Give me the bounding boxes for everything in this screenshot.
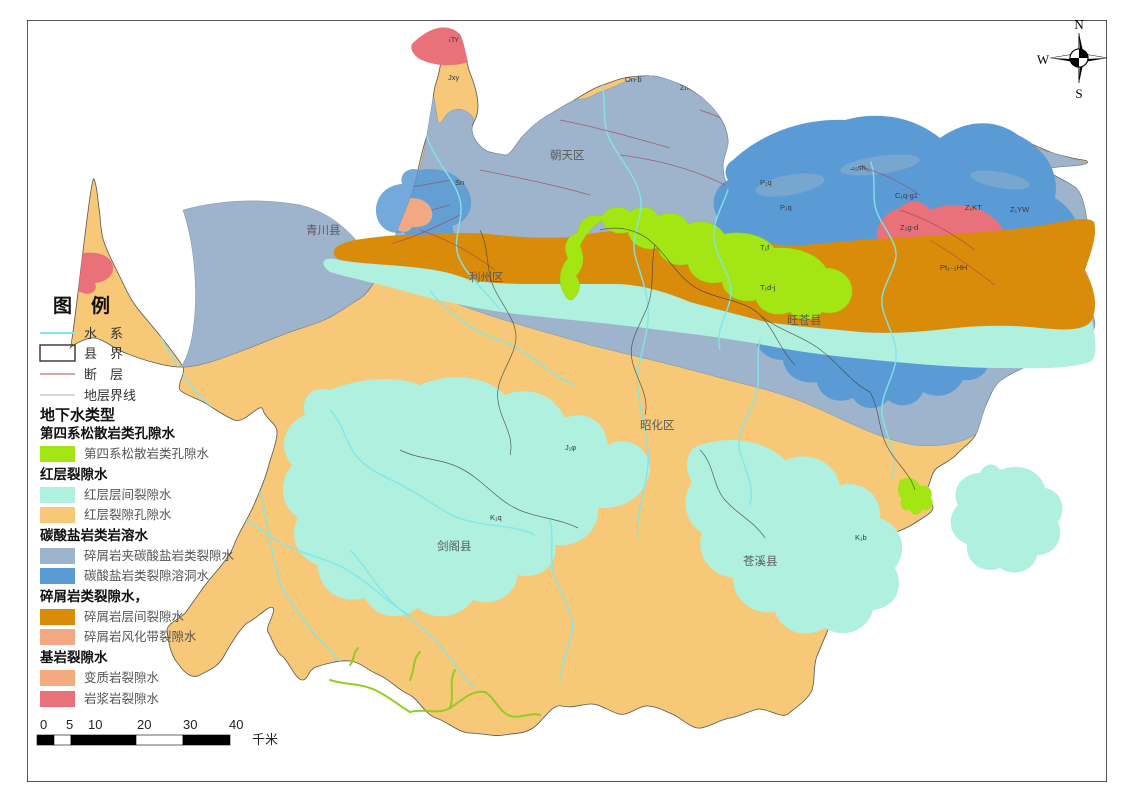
svg-text:10: 10 (88, 717, 102, 732)
svg-text:Pt₁₋₂HH: Pt₁₋₂HH (940, 263, 967, 272)
svg-text:碎屑岩风化带裂隙水: 碎屑岩风化带裂隙水 (84, 629, 197, 644)
svg-text:T₁f: T₁f (760, 243, 770, 252)
svg-text:县 界: 县 界 (84, 346, 123, 361)
svg-text:碳酸盐岩类岩溶水: 碳酸盐岩类岩溶水 (40, 527, 148, 543)
svg-text:S: S (1075, 86, 1082, 101)
svg-text:岩浆岩裂隙水: 岩浆岩裂隙水 (84, 691, 160, 706)
svg-text:P₁q: P₁q (780, 203, 792, 212)
svg-text:T₁d-j: T₁d-j (760, 283, 776, 292)
svg-text:K₁b: K₁b (855, 533, 867, 542)
svg-text:Z₂g-d: Z₂g-d (900, 223, 918, 232)
svg-text:Z₁KT: Z₁KT (965, 203, 982, 212)
svg-text:利州区: 利州区 (469, 271, 504, 284)
svg-text:P₁q: P₁q (760, 178, 772, 187)
svg-text:千米: 千米 (252, 732, 278, 747)
svg-text:5: 5 (66, 717, 73, 732)
svg-text:基岩裂隙水: 基岩裂隙水 (40, 649, 108, 665)
svg-text:苍溪县: 苍溪县 (743, 555, 778, 568)
svg-text:红层裂隙水: 红层裂隙水 (40, 466, 108, 482)
svg-text:碎屑岩层间裂隙水: 碎屑岩层间裂隙水 (84, 609, 185, 624)
svg-text:地层界线: 地层界线 (84, 388, 136, 403)
svg-text:J₁φ: J₁φ (565, 443, 576, 452)
svg-text:碳酸盐岩类裂隙溶洞水: 碳酸盐岩类裂隙溶洞水 (84, 568, 210, 583)
svg-text:朝天区: 朝天区 (550, 149, 585, 162)
svg-text:水 系: 水 系 (84, 326, 123, 341)
svg-text:图 例: 图 例 (53, 294, 110, 317)
svg-text:断 层: 断 层 (84, 367, 123, 382)
svg-text:Z₁YW: Z₁YW (1010, 205, 1030, 214)
svg-text:剑阁县: 剑阁县 (437, 539, 472, 553)
svg-text:Jxy: Jxy (448, 73, 460, 82)
svg-text:C₁q-g1: C₁q-g1 (895, 191, 918, 200)
svg-text:地下水类型: 地下水类型 (40, 406, 115, 424)
svg-text:红层裂隙孔隙水: 红层裂隙孔隙水 (84, 507, 172, 522)
svg-text:碎屑岩夹碳酸盐岩类裂隙水: 碎屑岩夹碳酸盐岩类裂隙水 (84, 548, 235, 563)
svg-text:0: 0 (40, 717, 47, 732)
svg-text:红层层间裂隙水: 红层层间裂隙水 (84, 487, 172, 502)
svg-text:Sn: Sn (455, 178, 464, 187)
svg-text:20: 20 (137, 717, 151, 732)
svg-text:第四系松散岩类孔隙水: 第四系松散岩类孔隙水 (40, 425, 175, 441)
svg-text:变质岩裂隙水: 变质岩裂隙水 (84, 670, 160, 685)
svg-text:旺苍县: 旺苍县 (787, 314, 822, 327)
svg-text:昭化区: 昭化区 (640, 418, 675, 432)
svg-text:青川县: 青川县 (306, 224, 341, 237)
svg-text:K₁q: K₁q (490, 513, 502, 522)
svg-text:30: 30 (183, 717, 197, 732)
svg-text:碎屑岩类裂隙水，: 碎屑岩类裂隙水， (40, 588, 148, 604)
svg-text:第四系松散岩类孔隙水: 第四系松散岩类孔隙水 (84, 446, 210, 461)
svg-text:40: 40 (229, 717, 243, 732)
svg-text:W: W (1037, 52, 1050, 67)
